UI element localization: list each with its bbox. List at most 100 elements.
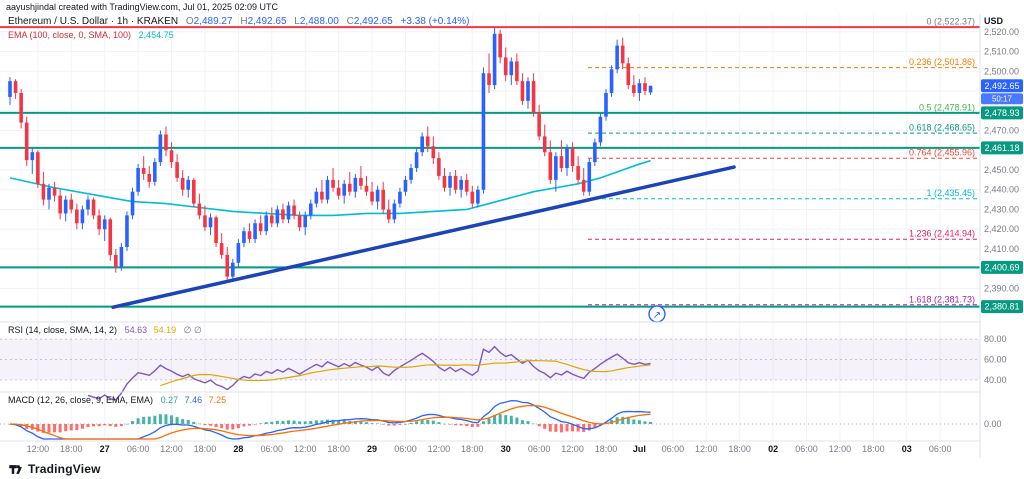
- macd-histogram-bar: [136, 418, 140, 424]
- macd-legend-title[interactable]: MACD (12, 26, close, 9, EMA, EMA): [8, 395, 154, 405]
- fib-retracement[interactable]: 0 (2,522.37) 0.236 (2,501.86) 0.5 (2,478.9…: [588, 17, 978, 306]
- tradingview-footer[interactable]: TradingView: [8, 460, 101, 478]
- rsi-legend-extra: ∅ ∅: [183, 325, 202, 335]
- time-axis-label: 18:00: [60, 444, 83, 454]
- macd-histogram-bar: [353, 421, 357, 424]
- macd-histogram-bar: [220, 424, 224, 429]
- ema-line[interactable]: [9, 159, 651, 217]
- macd-histogram-bar: [192, 421, 196, 424]
- symbol-title[interactable]: Ethereum / U.S. Dollar · 1h · KRAKEN: [8, 16, 179, 27]
- macd-histogram-bar: [92, 424, 96, 427]
- macd-histogram-bar: [119, 424, 123, 427]
- macd-legend[interactable]: MACD (12, 26, close, 9, EMA, EMA) 0.27 7…: [8, 395, 226, 405]
- time-axis-label: 30: [501, 444, 511, 454]
- macd-histogram-bar: [398, 424, 402, 425]
- low-value: 2,488.00: [299, 16, 339, 27]
- rsi-legend[interactable]: RSI (14, close, SMA, 14, 2) 54.63 54.19 …: [8, 325, 202, 336]
- time-axis-label: 29: [367, 444, 377, 454]
- macd-histogram-bar: [331, 419, 335, 424]
- macd-histogram-bar: [231, 424, 235, 430]
- time-axis-label: 18:00: [862, 444, 885, 454]
- time-axis-label: 18:00: [327, 444, 350, 454]
- macd-histogram-bar: [364, 422, 368, 424]
- time-axis-label: 12:00: [829, 444, 852, 454]
- macd-histogram-bar: [582, 424, 586, 432]
- price-axis-label: 2,420.00: [984, 224, 1019, 234]
- time-axis-label: 12:00: [428, 444, 451, 454]
- macd-histogram-bar: [303, 421, 307, 424]
- ema-legend[interactable]: EMA (100, close, 0, SMA, 100) 2,454.75: [8, 30, 174, 40]
- fib-level-label: 0.618 (2,468.65): [909, 123, 975, 133]
- chart-sticker-icon[interactable]: ↗: [648, 305, 666, 323]
- ema-legend-value: 2,454.75: [138, 30, 174, 40]
- support-price-badge[interactable]: [981, 300, 1023, 314]
- attribution-bar: aayushjindal created with TradingView.co…: [0, 0, 1024, 14]
- rsi-axis-label: 60.00: [984, 355, 1007, 365]
- rsi-legend-value: 54.63: [124, 325, 148, 335]
- macd-histogram-bar: [626, 417, 630, 424]
- horizontal-lines[interactable]: [0, 26, 980, 308]
- svg-text:↗: ↗: [653, 310, 661, 321]
- price-axis-label: 2,450.00: [984, 165, 1019, 175]
- macd-signal-value: 7.25: [208, 395, 227, 405]
- macd-histogram-bar: [571, 424, 575, 432]
- svg-text:2,380.81: 2,380.81: [984, 302, 1019, 312]
- macd-hist-value: 0.27: [160, 395, 179, 405]
- macd-histogram-bar: [253, 424, 257, 425]
- rsi-line: [87, 345, 651, 401]
- bar-countdown-badge: [981, 93, 1023, 105]
- macd-histogram-bar: [242, 424, 246, 427]
- macd-histogram-bar: [493, 414, 497, 424]
- macd-histogram-bar: [275, 420, 279, 424]
- support-price-badge[interactable]: [981, 260, 1023, 274]
- change-value: +3.38 (+0.14%): [400, 16, 470, 27]
- macd-histogram-bar: [481, 421, 485, 424]
- time-axis-label: 03: [902, 444, 912, 454]
- macd-histogram-bar: [587, 424, 591, 431]
- macd-histogram-bar: [181, 419, 185, 424]
- last-price-badge[interactable]: [981, 79, 1023, 93]
- symbol-legend[interactable]: Ethereum / U.S. Dollar · 1h · KRAKEN O2,…: [8, 16, 469, 27]
- time-axis[interactable]: 12:00 18:00 27 06:00 12:00 18:00 28 06:00 12:00 1…: [27, 444, 952, 454]
- macd-histogram-bar: [409, 422, 413, 424]
- support-price-badge[interactable]: [981, 141, 1023, 155]
- trendline[interactable]: [111, 165, 736, 309]
- macd-histogram-bar: [209, 424, 213, 426]
- macd-histogram-bar: [197, 423, 201, 425]
- price-axis-label: 2,410.00: [984, 244, 1019, 254]
- rsi-legend-title[interactable]: RSI (14, close, SMA, 14, 2): [8, 325, 118, 335]
- close-label: C: [346, 16, 354, 27]
- ema-legend-title[interactable]: EMA (100, close, 0, SMA, 100): [8, 30, 132, 40]
- time-axis-label: 27: [100, 444, 110, 454]
- macd-histogram-bar: [337, 420, 341, 424]
- macd-histogram-bar: [97, 424, 101, 427]
- rsi-axis-label: 80.00: [984, 334, 1007, 344]
- rsi-pane[interactable]: [87, 345, 651, 401]
- support-price-badge[interactable]: [981, 106, 1023, 120]
- macd-histogram-bar: [637, 420, 641, 424]
- macd-pane[interactable]: [0, 399, 980, 440]
- svg-text:2,478.93: 2,478.93: [984, 108, 1019, 118]
- time-axis-label: 12:00: [695, 444, 718, 454]
- macd-histogram-bar: [376, 423, 380, 425]
- macd-histogram-bar: [593, 424, 597, 429]
- macd-axis-label: 0.00: [984, 419, 1002, 429]
- macd-histogram-bar: [403, 423, 407, 425]
- price-axis-label: 2,390.00: [984, 283, 1019, 293]
- macd-histogram-bar: [381, 424, 385, 425]
- time-axis-label: 18:00: [595, 444, 618, 454]
- macd-histogram-bar: [131, 421, 135, 424]
- grid: [0, 14, 980, 441]
- time-axis-label: 12:00: [27, 444, 50, 454]
- macd-histogram-bar: [248, 424, 252, 426]
- rsi-band: [0, 338, 980, 381]
- fib-level-label: 1.236 (2,414.94): [909, 229, 975, 239]
- candlestick-series[interactable]: [8, 27, 653, 283]
- fib-level-label: 1 (2,435.45): [926, 188, 975, 198]
- macd-histogram-bar: [86, 424, 90, 428]
- tradingview-logo-icon: [8, 462, 23, 477]
- macd-histogram-bar: [41, 424, 45, 433]
- macd-histogram-bar: [387, 424, 391, 426]
